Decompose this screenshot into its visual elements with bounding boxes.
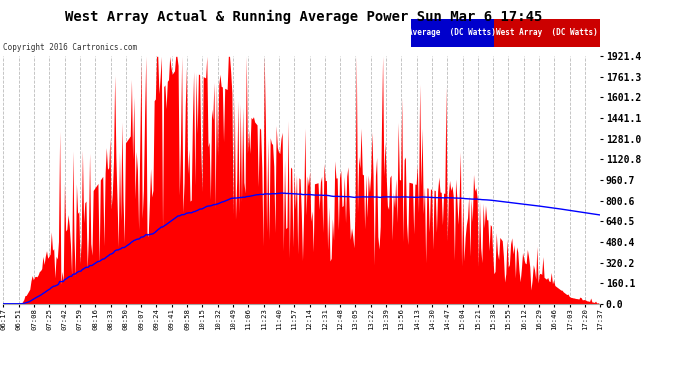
- Text: Copyright 2016 Cartronics.com: Copyright 2016 Cartronics.com: [3, 43, 137, 52]
- Text: Average  (DC Watts): Average (DC Watts): [408, 28, 496, 38]
- Text: West Array  (DC Watts): West Array (DC Watts): [496, 28, 598, 38]
- Text: West Array Actual & Running Average Power Sun Mar 6 17:45: West Array Actual & Running Average Powe…: [65, 9, 542, 24]
- Bar: [411, 19, 494, 47]
- Bar: [494, 19, 600, 47]
